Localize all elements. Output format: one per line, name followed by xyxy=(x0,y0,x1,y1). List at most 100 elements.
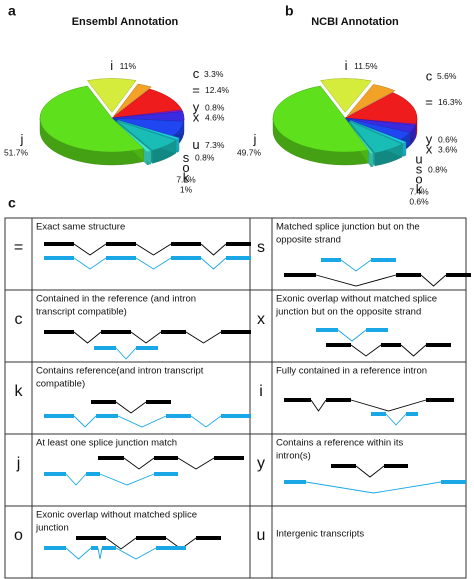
description: Exact same structure xyxy=(36,222,125,233)
class-code: k xyxy=(15,383,24,400)
description: transcript compatible) xyxy=(36,307,127,318)
value-label: 0.8% xyxy=(428,164,448,174)
value-label: 7.4% xyxy=(409,186,429,196)
chart-title: Ensembl Annotation xyxy=(72,16,179,28)
pie-slice xyxy=(320,78,372,113)
intron xyxy=(200,257,227,270)
value-label: 11% xyxy=(120,61,137,71)
class-code: u xyxy=(257,527,266,544)
intron xyxy=(340,259,372,272)
intron xyxy=(97,547,103,560)
pie-slice xyxy=(350,120,407,144)
intron xyxy=(105,537,137,550)
pie-slice xyxy=(348,120,403,154)
category-label: y xyxy=(193,100,200,115)
description: Matched splice junction but on the xyxy=(276,222,420,233)
class-code: c xyxy=(15,311,23,328)
category-label: i xyxy=(345,58,348,73)
description: junction but on the opposite strand xyxy=(275,307,421,318)
value-label: 0.8% xyxy=(195,153,215,163)
intron xyxy=(350,344,382,357)
pie-slice xyxy=(111,117,184,137)
value-label: 3.3% xyxy=(204,69,224,79)
intron xyxy=(117,415,167,428)
category-label: o xyxy=(415,171,422,186)
intron xyxy=(355,465,385,478)
description: Intergenic transcripts xyxy=(276,529,364,540)
category-label: = xyxy=(425,94,433,109)
description: Contains a reference within its xyxy=(276,438,404,449)
intron xyxy=(73,415,97,428)
pie-panels: a Ensembl Annotation i 11% c 3.3% = 12.4% y 0.8% x… xyxy=(4,3,463,207)
intron xyxy=(185,331,222,344)
category-label: j xyxy=(253,131,257,146)
value-label: 49.7% xyxy=(237,147,262,157)
class-code: x xyxy=(257,311,265,328)
value-label: 5.6% xyxy=(437,71,457,81)
description: Contained in the reference (and intron xyxy=(36,294,196,305)
value-label: 51.7% xyxy=(4,147,29,157)
class-code: s xyxy=(257,239,265,256)
intron xyxy=(190,415,222,428)
panel-label: c xyxy=(8,195,16,211)
pie-slice xyxy=(115,121,152,153)
description: At least one splice junction match xyxy=(36,438,177,449)
class-code: i xyxy=(259,383,263,400)
category-label: s xyxy=(183,150,190,165)
pie-slice xyxy=(113,83,152,117)
value-label: 4.6% xyxy=(205,112,225,122)
pie-slice xyxy=(272,85,369,153)
pie-slice xyxy=(347,121,374,155)
value-label: 0.6% xyxy=(438,134,458,144)
description: Contains reference(and intron transcript xyxy=(36,366,204,377)
panel-label: a xyxy=(8,3,16,19)
category-label: i xyxy=(110,58,113,73)
intron xyxy=(65,547,92,560)
value-label: 1% xyxy=(180,185,193,195)
category-label: s xyxy=(416,161,423,176)
category-label: j xyxy=(20,131,24,146)
intron xyxy=(135,243,172,256)
intron xyxy=(115,347,137,360)
value-label: 0.8% xyxy=(205,102,225,112)
category-label: o xyxy=(182,160,189,175)
intron xyxy=(400,344,427,357)
intron xyxy=(115,401,147,414)
value-label: 7.1% xyxy=(176,175,196,185)
description: Exonic overlap without matched splice xyxy=(276,294,437,305)
value-label: 0.6% xyxy=(409,196,429,206)
class-code: y xyxy=(257,455,265,472)
intron xyxy=(130,331,162,344)
value-label: 7.3% xyxy=(205,140,225,150)
value-label: 11.5% xyxy=(354,61,378,71)
description: intron(s) xyxy=(276,451,311,462)
pie-slice xyxy=(344,117,411,140)
intron xyxy=(200,243,227,256)
pie-slice xyxy=(346,84,396,117)
intron xyxy=(315,274,397,287)
description: Fully contained in a reference intron xyxy=(276,366,427,377)
category-label: c xyxy=(193,66,200,81)
value-label: 16.3% xyxy=(438,97,463,107)
description: opposite strand xyxy=(276,235,341,246)
panel-label: b xyxy=(285,3,294,19)
category-label: y xyxy=(426,131,433,146)
intron xyxy=(99,473,155,486)
table-frame xyxy=(4,217,467,579)
category-label: k xyxy=(416,181,423,196)
intron xyxy=(385,413,407,426)
class-code: = xyxy=(14,239,23,256)
intron xyxy=(73,243,107,256)
pie-slice xyxy=(39,85,145,153)
category-label: u xyxy=(415,151,422,166)
description: Exonic overlap without matched splice xyxy=(36,510,197,521)
category-label: c xyxy=(426,68,433,83)
intron xyxy=(337,329,367,342)
class-code: o xyxy=(14,527,23,544)
value-label: 3.6% xyxy=(438,144,458,154)
description: junction xyxy=(35,523,69,534)
pie-slice xyxy=(86,78,137,113)
intron xyxy=(177,457,215,470)
intron xyxy=(123,457,155,470)
